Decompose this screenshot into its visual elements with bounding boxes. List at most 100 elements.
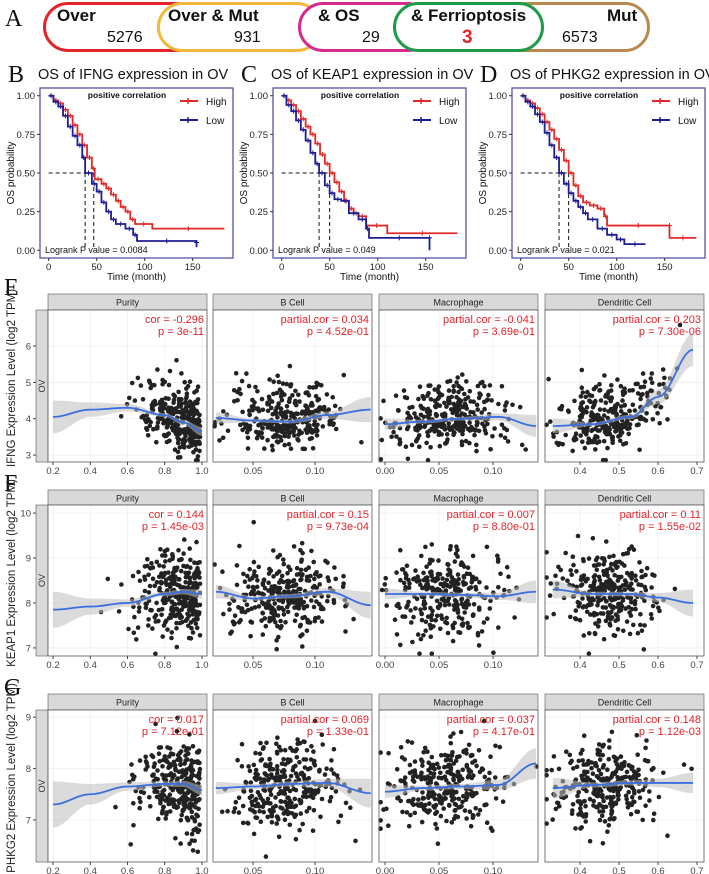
scatter-point [293,402,299,408]
scatter-point [444,404,449,409]
scatter-point [611,424,617,430]
scatter-point [444,615,450,621]
scatter-point [143,605,149,611]
scatter-point [601,595,607,601]
censor-mark [305,124,311,130]
scatter-point [189,802,195,807]
scatter-point [190,585,195,590]
scatter-point [234,582,240,588]
scatter-point [452,808,458,813]
scatter-point [459,616,465,622]
scatter-point [155,367,160,372]
scatter-point [176,548,181,553]
scatter-point [196,611,202,617]
scatter-point [642,623,647,628]
scatter-point [644,411,649,416]
scatter-point [597,407,603,412]
scatter-point [581,633,587,638]
scatter-point [610,437,615,443]
censor-mark [554,155,560,161]
scatter-point [607,801,613,806]
panel-border [212,709,373,863]
scatter-point [402,775,408,780]
row-strip-label: OV [37,379,47,392]
scatter-point [512,615,517,620]
scatter-point [187,581,192,586]
scatter-point [607,621,612,626]
scatter-point [280,806,285,811]
scatter-point [456,776,462,781]
scatter-point [640,392,645,397]
panel-border [212,309,373,463]
scatter-point [145,764,150,769]
scatter-point [576,789,581,795]
scatter-point [421,633,426,638]
scatter-point [194,812,199,818]
scatter-point [413,606,418,611]
scatter-point [145,433,151,438]
censor-mark [558,147,564,153]
confidence-band [215,584,371,619]
scatter-point [464,379,469,384]
scatter-point [161,418,167,423]
scatter-point [398,547,403,553]
strip-label: B Cell [280,494,304,504]
scatter-point [177,583,182,588]
scatter-point [141,790,147,796]
scatter-point [477,579,482,585]
x-tick-label: 0.6 [121,660,134,671]
scatter-point [439,753,444,758]
scatter-point [313,393,319,399]
scatter-point [474,576,479,581]
scatter-point [309,548,314,554]
censor-mark [520,93,526,99]
correlation-stat: partial.cor = 0.007 [447,509,535,521]
scatter-point [174,358,179,363]
scatter-point [604,570,609,575]
scatter-point [583,803,588,809]
scatter-point [228,631,233,636]
scatter-point [636,789,642,794]
scatter-point [300,821,306,827]
scatter-point [263,623,269,629]
censor-mark [534,111,540,117]
scatter-point [548,419,553,424]
scatter-point [591,574,597,580]
scatter-point [482,383,487,389]
legend-label-low: Low [678,116,697,127]
scatter-point [407,762,413,768]
scatter-point [150,773,155,778]
scatter-point [274,589,280,595]
censor-mark [164,238,170,244]
scatter-point [177,431,182,436]
scatter-point [619,574,624,580]
censor-mark [115,198,121,204]
scatter-point [167,762,173,767]
scatter-point [585,440,591,446]
y-tick-label: 0.25 [17,207,36,218]
x-tick-label: 50 [563,262,574,273]
scatter-point [338,813,344,819]
scatter-point [130,573,136,579]
scatter-point [463,403,469,409]
scatter-point [249,620,255,625]
scatter-point [227,601,232,607]
scatter-point [504,564,510,570]
scatter-point [148,566,153,571]
censor-mark [194,240,200,246]
scatter-point [471,602,477,607]
scatter-point [277,552,283,558]
scatter-point [300,632,305,637]
scatter-point [394,570,399,575]
scatter-point [291,578,297,583]
scatter-point [392,617,398,622]
scatter-point [249,606,254,611]
scatter-point [153,651,158,657]
scatter-point [238,422,243,428]
scatter-point [132,614,137,620]
scatter-point [627,408,632,414]
scatter-point [178,790,183,795]
panel-letter: C [241,62,257,88]
scatter-point [465,565,471,570]
